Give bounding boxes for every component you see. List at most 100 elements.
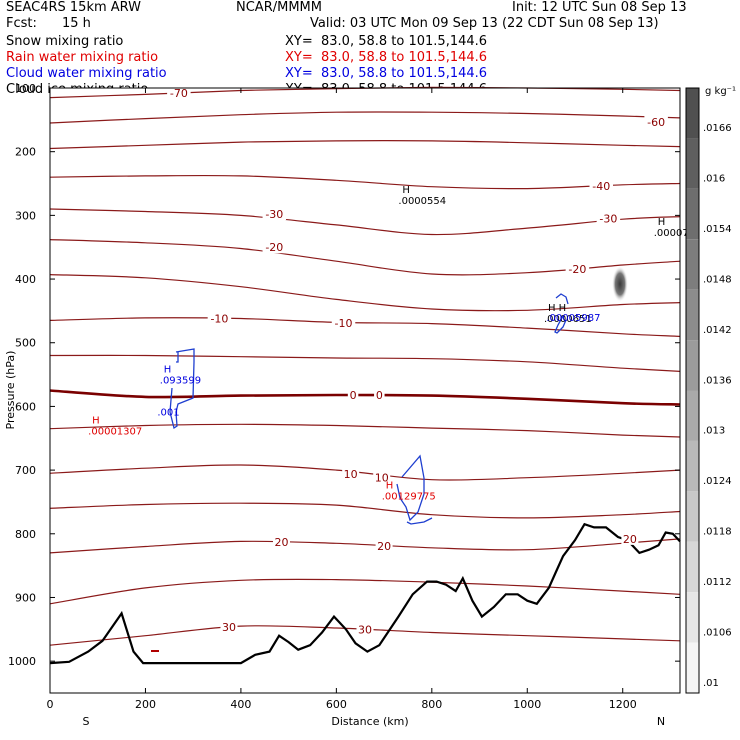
field-rain-name: Rain water mixing ratio — [6, 50, 159, 65]
colorbar-units: g kg⁻¹ — [705, 86, 736, 97]
y-tick-label: 300 — [15, 209, 36, 222]
maximum-value: .00129775 — [382, 491, 436, 502]
contour-label: -40 — [592, 180, 610, 193]
contour-label: -70 — [170, 87, 188, 100]
y-tick-label: 600 — [15, 400, 36, 413]
contour-label-bg — [342, 466, 360, 480]
contour-label: 20 — [377, 540, 391, 553]
producer-label: NCAR/MMMM — [236, 0, 322, 15]
x-axis-south: S — [83, 715, 90, 728]
contour-label: 20 — [274, 536, 288, 549]
colorbar-tick-label: .0166 — [703, 123, 732, 134]
plot-area — [50, 88, 680, 693]
contour-label: -10 — [210, 313, 228, 326]
contour-label-bg — [262, 240, 287, 254]
contour-label: -30 — [599, 213, 617, 226]
maximum-value: .093599 — [160, 376, 201, 387]
colorbar-tick-label: .01 — [703, 678, 719, 689]
colorbar-tick-label: .0112 — [703, 577, 732, 588]
cloud-water-contour — [169, 348, 195, 430]
contour-label: -10 — [335, 317, 353, 330]
cloud-water-contours — [169, 293, 569, 525]
contour-label-bg — [373, 470, 391, 484]
contour-label-bg — [331, 315, 356, 329]
maximum-value: .00005987 — [546, 313, 600, 324]
y-tick-label: 900 — [15, 591, 36, 604]
contour-label: 20 — [623, 533, 637, 546]
colorbar-bin — [686, 541, 699, 593]
colorbar-tick-label: .0142 — [703, 325, 732, 336]
maximum-marker: H — [402, 185, 410, 196]
maximum-marker: H — [658, 217, 666, 228]
temperature-contour--15 — [49, 274, 681, 312]
x-axis-north: N — [657, 715, 665, 728]
field-cloudwater-xy: XY= 83.0, 58.8 to 101.5,144.6 — [285, 66, 488, 81]
y-tick-label: 1000 — [8, 655, 36, 668]
contour-label-bg — [374, 387, 385, 401]
colorbar-bin — [686, 390, 699, 441]
contour-label-bg — [565, 261, 590, 275]
contour-label: -20 — [265, 241, 283, 254]
valid-time: Valid: 03 UTC Mon 09 Sep 13 (22 CDT Sun … — [310, 16, 659, 31]
model-title: SEAC4RS 15km ARW — [6, 0, 142, 15]
colorbar-tick-label: .0154 — [703, 224, 732, 235]
contour-label-bg — [272, 535, 290, 549]
colorbar-tick-label: .0148 — [703, 274, 732, 285]
temperature-contour--60 — [49, 111, 681, 124]
field-snow-xy: XY= 83.0, 58.8 to 101.5,144.6 — [285, 34, 488, 49]
temperature-contour-20 — [49, 538, 681, 554]
x-tick-label: 200 — [135, 698, 156, 711]
colorbar-tick-label: .013 — [703, 426, 725, 437]
maximum-value: .0000651 — [544, 314, 592, 325]
maximum-marker: H H — [548, 303, 566, 314]
temperature-contours — [49, 86, 681, 646]
colorbar-bin — [686, 239, 699, 290]
colorbar-tick-label: .0118 — [703, 527, 732, 538]
x-tick-label: 1200 — [609, 698, 637, 711]
maximum-marker: H — [386, 480, 394, 491]
colorbar-bin — [686, 289, 699, 341]
colorbar-bin — [686, 88, 699, 139]
temperature-contour-30 — [49, 625, 681, 646]
colorbar-bin — [686, 138, 699, 189]
y-axis-label: Pressure (hPa) — [4, 351, 17, 430]
contour-label-bg — [375, 538, 393, 552]
y-tick-label: 500 — [15, 337, 36, 350]
x-tick-label: 0 — [47, 698, 54, 711]
x-axis-label: Distance (km) — [331, 715, 408, 728]
contour-label: 0 — [350, 389, 357, 402]
contour-label-bg — [596, 211, 621, 225]
contour-label-bg — [207, 311, 232, 325]
contour-label: 30 — [222, 621, 236, 634]
contour-label: 0 — [376, 389, 383, 402]
temperature-contour-5 — [49, 423, 681, 438]
y-tick-label: 100 — [15, 82, 36, 95]
x-tick-label: 400 — [230, 698, 251, 711]
temperature-contour--20 — [49, 239, 681, 276]
colorbar-bin — [686, 491, 699, 542]
snow-shading — [612, 266, 628, 302]
colorbar-tick-label: .016 — [703, 174, 725, 185]
y-tick-label: 800 — [15, 528, 36, 541]
contour-label-bg — [621, 531, 639, 545]
contour-label: -20 — [568, 263, 586, 276]
temperature-contour--5 — [49, 354, 681, 372]
colorbar: .0166 .016 .0154 .0148 .0142 .0136 .013 .0124 .0… — [685, 87, 732, 694]
contour-label: 30 — [358, 623, 372, 636]
cloud-water-contour — [396, 454, 433, 525]
maximum-value: .00001307 — [88, 427, 142, 438]
forecast-hours: 15 h — [62, 16, 91, 31]
contour-label-bg — [589, 179, 613, 193]
contour-label: 10 — [375, 472, 389, 485]
snow-shaded-area — [612, 266, 628, 302]
temperature-contour--10 — [49, 317, 681, 337]
colorbar-frame — [685, 87, 700, 694]
x-tick-label: 1000 — [513, 698, 541, 711]
contour-label-bg — [167, 86, 191, 100]
contour-label-bg — [262, 207, 287, 221]
forecast-label: Fcst: — [6, 16, 37, 31]
colorbar-bin — [686, 440, 699, 492]
colorbar-bin — [686, 592, 699, 643]
contour-label-bg — [644, 114, 668, 128]
maximum-value: .001 — [157, 407, 179, 418]
